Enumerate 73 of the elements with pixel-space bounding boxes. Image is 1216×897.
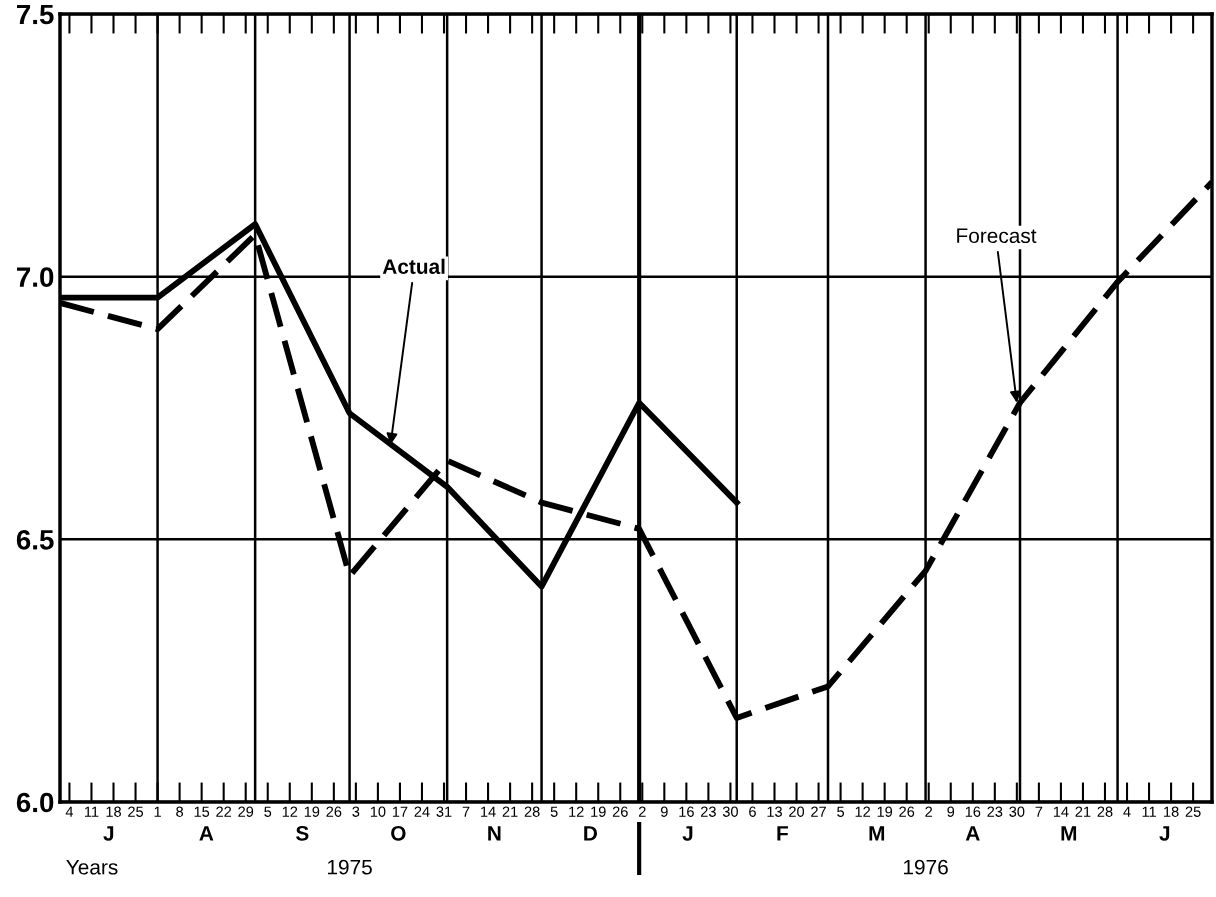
- x-tick-label: 29: [238, 806, 254, 817]
- text: 1976: [903, 859, 948, 875]
- x-tick-label: 7: [1035, 806, 1043, 817]
- x-tick-label: 19: [877, 806, 893, 817]
- text: S: [296, 825, 309, 841]
- x-tick-label: 4: [65, 806, 74, 817]
- x-tick-label: 9: [947, 806, 955, 817]
- text: Years: [66, 860, 118, 875]
- y-tick-label: 7.0: [17, 267, 54, 288]
- x-tick-label: 5: [264, 806, 272, 817]
- text: N: [488, 826, 501, 841]
- x-tick-label: 15: [194, 806, 210, 817]
- x-tick-label: 26: [326, 806, 342, 817]
- x-tick-label: 24: [414, 806, 430, 817]
- text: F: [777, 826, 788, 841]
- x-tick-label: 18: [106, 806, 121, 817]
- x-tick-label: 9: [660, 806, 668, 817]
- text: D: [584, 826, 598, 841]
- x-tick-label: 30: [722, 806, 738, 817]
- x-tick-label: 12: [569, 806, 584, 817]
- x-tick-label: 16: [679, 806, 694, 817]
- text: 1975: [327, 859, 372, 875]
- x-tick-label: 21: [1075, 806, 1091, 817]
- x-tick-label: 25: [1185, 806, 1201, 817]
- text: J: [103, 826, 114, 841]
- x-tick-label: 28: [1097, 806, 1113, 817]
- x-tick-label: 14: [1053, 806, 1069, 817]
- x-tick-label: 4: [1123, 806, 1131, 817]
- annotation: Forecast: [957, 228, 1037, 244]
- x-tick-label: 28: [524, 806, 540, 817]
- x-tick-label: 5: [550, 806, 558, 817]
- x-tick-label: 26: [612, 806, 628, 817]
- x-tick-label: 7: [462, 806, 470, 817]
- x-tick-label: 22: [216, 806, 232, 817]
- x-tick-label: 14: [481, 806, 496, 817]
- x-tick-label: 18: [1164, 806, 1179, 817]
- x-tick-label: 8: [176, 806, 184, 817]
- text: J: [1159, 826, 1170, 841]
- y-tick-label: 7.5: [17, 4, 54, 25]
- x-tick-label: 16: [965, 806, 981, 817]
- y-tick-label: 6.5: [16, 530, 54, 550]
- x-tick-label: 20: [789, 806, 805, 817]
- x-tick-label: 1: [154, 806, 161, 817]
- x-tick-label: 27: [811, 806, 826, 817]
- x-tick-label: 6: [749, 806, 756, 817]
- text: M: [1061, 826, 1077, 841]
- x-tick-label: 5: [837, 806, 845, 817]
- x-tick-label: 2: [638, 806, 646, 817]
- annotation: Actual: [382, 258, 445, 274]
- x-tick-label: 19: [304, 806, 320, 817]
- x-tick-label: 23: [701, 806, 716, 817]
- x-tick-label: 12: [282, 806, 298, 817]
- x-tick-label: 21: [502, 806, 518, 817]
- x-tick-label: 2: [925, 806, 933, 817]
- x-tick-label: 3: [352, 806, 360, 817]
- x-tick-label: 23: [987, 806, 1003, 817]
- x-tick-label: 10: [370, 806, 386, 817]
- text: A: [199, 826, 214, 841]
- x-tick-label: 13: [767, 806, 782, 817]
- x-tick-label: 11: [85, 806, 99, 817]
- text: O: [391, 825, 406, 841]
- y-tick-label: 6.0: [16, 792, 54, 813]
- text: J: [682, 826, 693, 841]
- x-tick-label: 30: [1009, 806, 1025, 817]
- x-tick-label: 26: [899, 806, 915, 817]
- x-tick-label: 25: [128, 806, 144, 817]
- text: A: [965, 826, 980, 841]
- x-tick-label: 19: [591, 806, 606, 817]
- text: M: [869, 826, 885, 841]
- x-tick-label: 17: [392, 806, 408, 817]
- x-tick-label: 11: [1142, 806, 1156, 817]
- x-tick-label: 12: [855, 806, 870, 817]
- x-tick-label: 31: [436, 806, 452, 817]
